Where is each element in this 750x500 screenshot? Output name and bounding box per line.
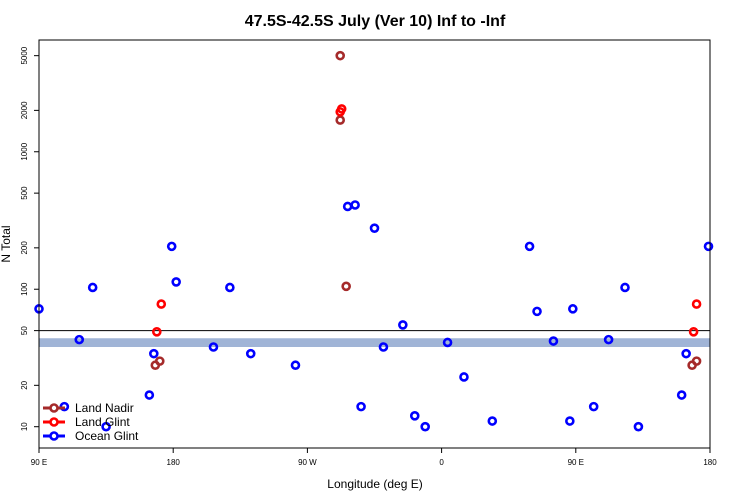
plot-frame [38,39,711,449]
land-nadir-point [691,356,702,366]
y-tick-label: 10 [20,422,29,431]
legend-label-ocean-glint: Ocean Glint [75,429,139,443]
land-nadir-point [335,115,346,125]
ocean-glint-point [369,223,380,233]
y-axis-ticks: 10 20 50 100 200 500 1000 2000 5000 [20,46,39,431]
y-tick-label: 100 [20,282,29,296]
legend-marker-land-nadir [49,403,59,413]
x-tick-label: 0 [439,458,444,467]
legend-label-land-nadir: Land Nadir [75,401,134,415]
ocean-glint-point [87,282,98,293]
ocean-glint-point [144,390,155,400]
ocean-glint-point [676,390,687,400]
ocean-glint-point [74,334,85,345]
x-axis-ticks: 90 E 180 90 W 0 90 E 180 [31,448,717,467]
y-tick-label: 20 [20,380,29,389]
ocean-glint-point [548,336,559,346]
ocean-glint-point [568,304,578,314]
x-tick-label: 180 [167,458,181,467]
chart-title: 47.5S-42.5S July (Ver 10) Inf to -Inf [245,13,506,30]
ocean-glint-point [703,241,714,252]
x-tick-label: 90 E [31,458,47,467]
y-axis-title: N Total [0,225,13,262]
ocean-glint-point [398,320,408,330]
land-glint-point [691,299,702,309]
ocean-glint-point [225,282,235,293]
y-tick-label: 500 [20,186,29,200]
ocean-glint-point [420,421,430,432]
ocean-glint-point [166,241,177,252]
land-glint-point [156,299,167,309]
ocean-glint-point [101,421,111,432]
ocean-glint-point [290,360,301,371]
legend-label-land-glint: Land Glint [75,415,130,429]
land-nadir-point [341,281,351,292]
data-band-layer [39,338,710,347]
ocean-glint-point [342,201,353,212]
ocean-glint-point [681,348,691,359]
ocean-glint-point [149,348,159,359]
ocean-glint-point [171,277,181,287]
land-glint-point [151,327,162,337]
y-tick-label: 5000 [20,46,29,64]
legend-marker-ocean-glint [49,431,59,441]
ocean-glint-point [565,416,575,426]
ocean-glint-point [245,348,256,359]
land-nadir-point [335,50,346,61]
y-tick-label: 200 [20,241,29,255]
y-tick-label: 50 [20,326,29,335]
ocean-glint-point [588,401,599,412]
ocean-glint-point [409,411,420,421]
ocean-glint-point [350,200,360,210]
ocean-glint-point [603,334,614,345]
land-glint-point [336,104,347,114]
ocean-glint-point [620,282,630,293]
x-tick-label: 90 E [568,458,584,467]
ocean-glint-point [487,416,498,426]
ocean-glint-point [459,372,469,382]
x-tick-label: 90 W [298,458,317,467]
ocean-glint-point [442,337,453,348]
x-tick-label: 180 [703,458,717,467]
ocean-glint-point [524,241,535,252]
ocean-glint-point [356,401,366,412]
ocean-glint-point [378,342,389,352]
data-band [39,338,710,347]
x-axis-title: Longitude (deg E) [327,477,422,491]
ocean-glint-point [633,421,644,432]
land-nadir-point [154,356,165,366]
data-points-layer [34,50,714,432]
ocean-glint-point [532,306,542,317]
y-tick-label: 1000 [20,142,29,160]
land-glint-point [688,327,699,337]
legend-marker-land-glint [49,417,59,427]
y-tick-label: 2000 [20,101,29,119]
ocean-glint-point [208,342,219,352]
